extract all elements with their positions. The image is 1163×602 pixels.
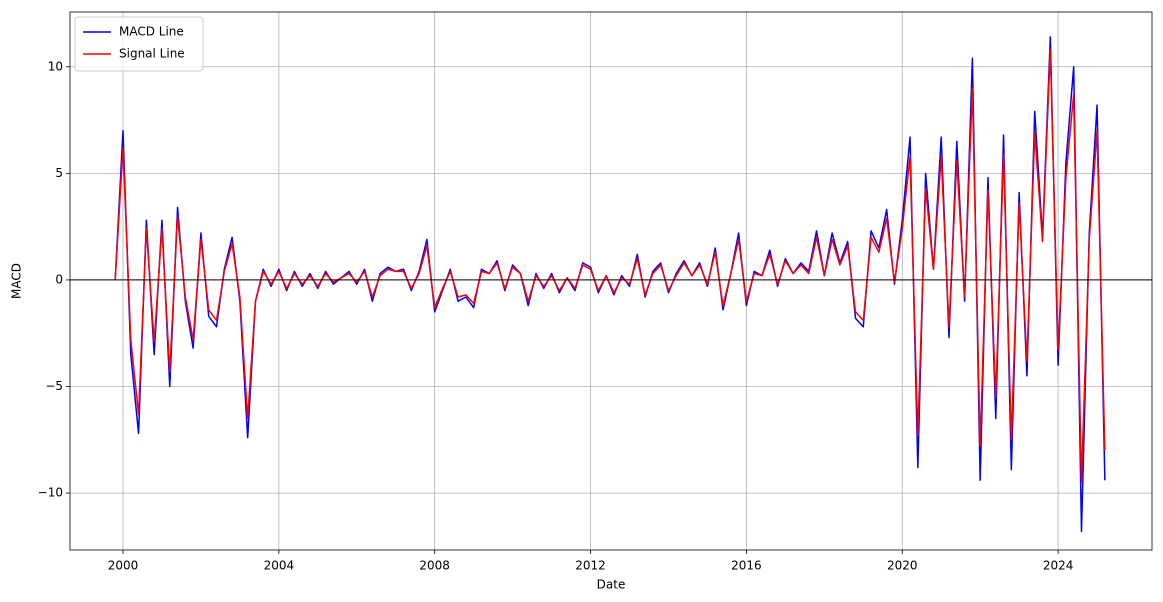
y-tick-label: −5 — [45, 379, 63, 393]
legend-label: MACD Line — [119, 25, 184, 39]
y-axis-label: MACD — [10, 263, 24, 299]
y-tick-label: −10 — [38, 486, 63, 500]
x-tick-label: 2012 — [575, 559, 606, 573]
plot-frame — [69, 11, 1153, 551]
x-tick-label: 2016 — [731, 559, 762, 573]
y-tick-label: 10 — [48, 59, 63, 73]
x-tick-label: 2004 — [264, 559, 295, 573]
legend-label: Signal Line — [119, 47, 185, 61]
x-tick-label: 2008 — [419, 559, 450, 573]
x-tick-label: 2020 — [887, 559, 918, 573]
x-axis-label: Date — [597, 578, 626, 592]
y-tick-label: 5 — [55, 166, 63, 180]
x-tick-label: 2000 — [108, 559, 139, 573]
data-line — [114, 48, 1106, 484]
legend-box — [74, 16, 204, 72]
x-tick-label: 2024 — [1043, 559, 1074, 573]
y-tick-label: 0 — [55, 272, 63, 286]
